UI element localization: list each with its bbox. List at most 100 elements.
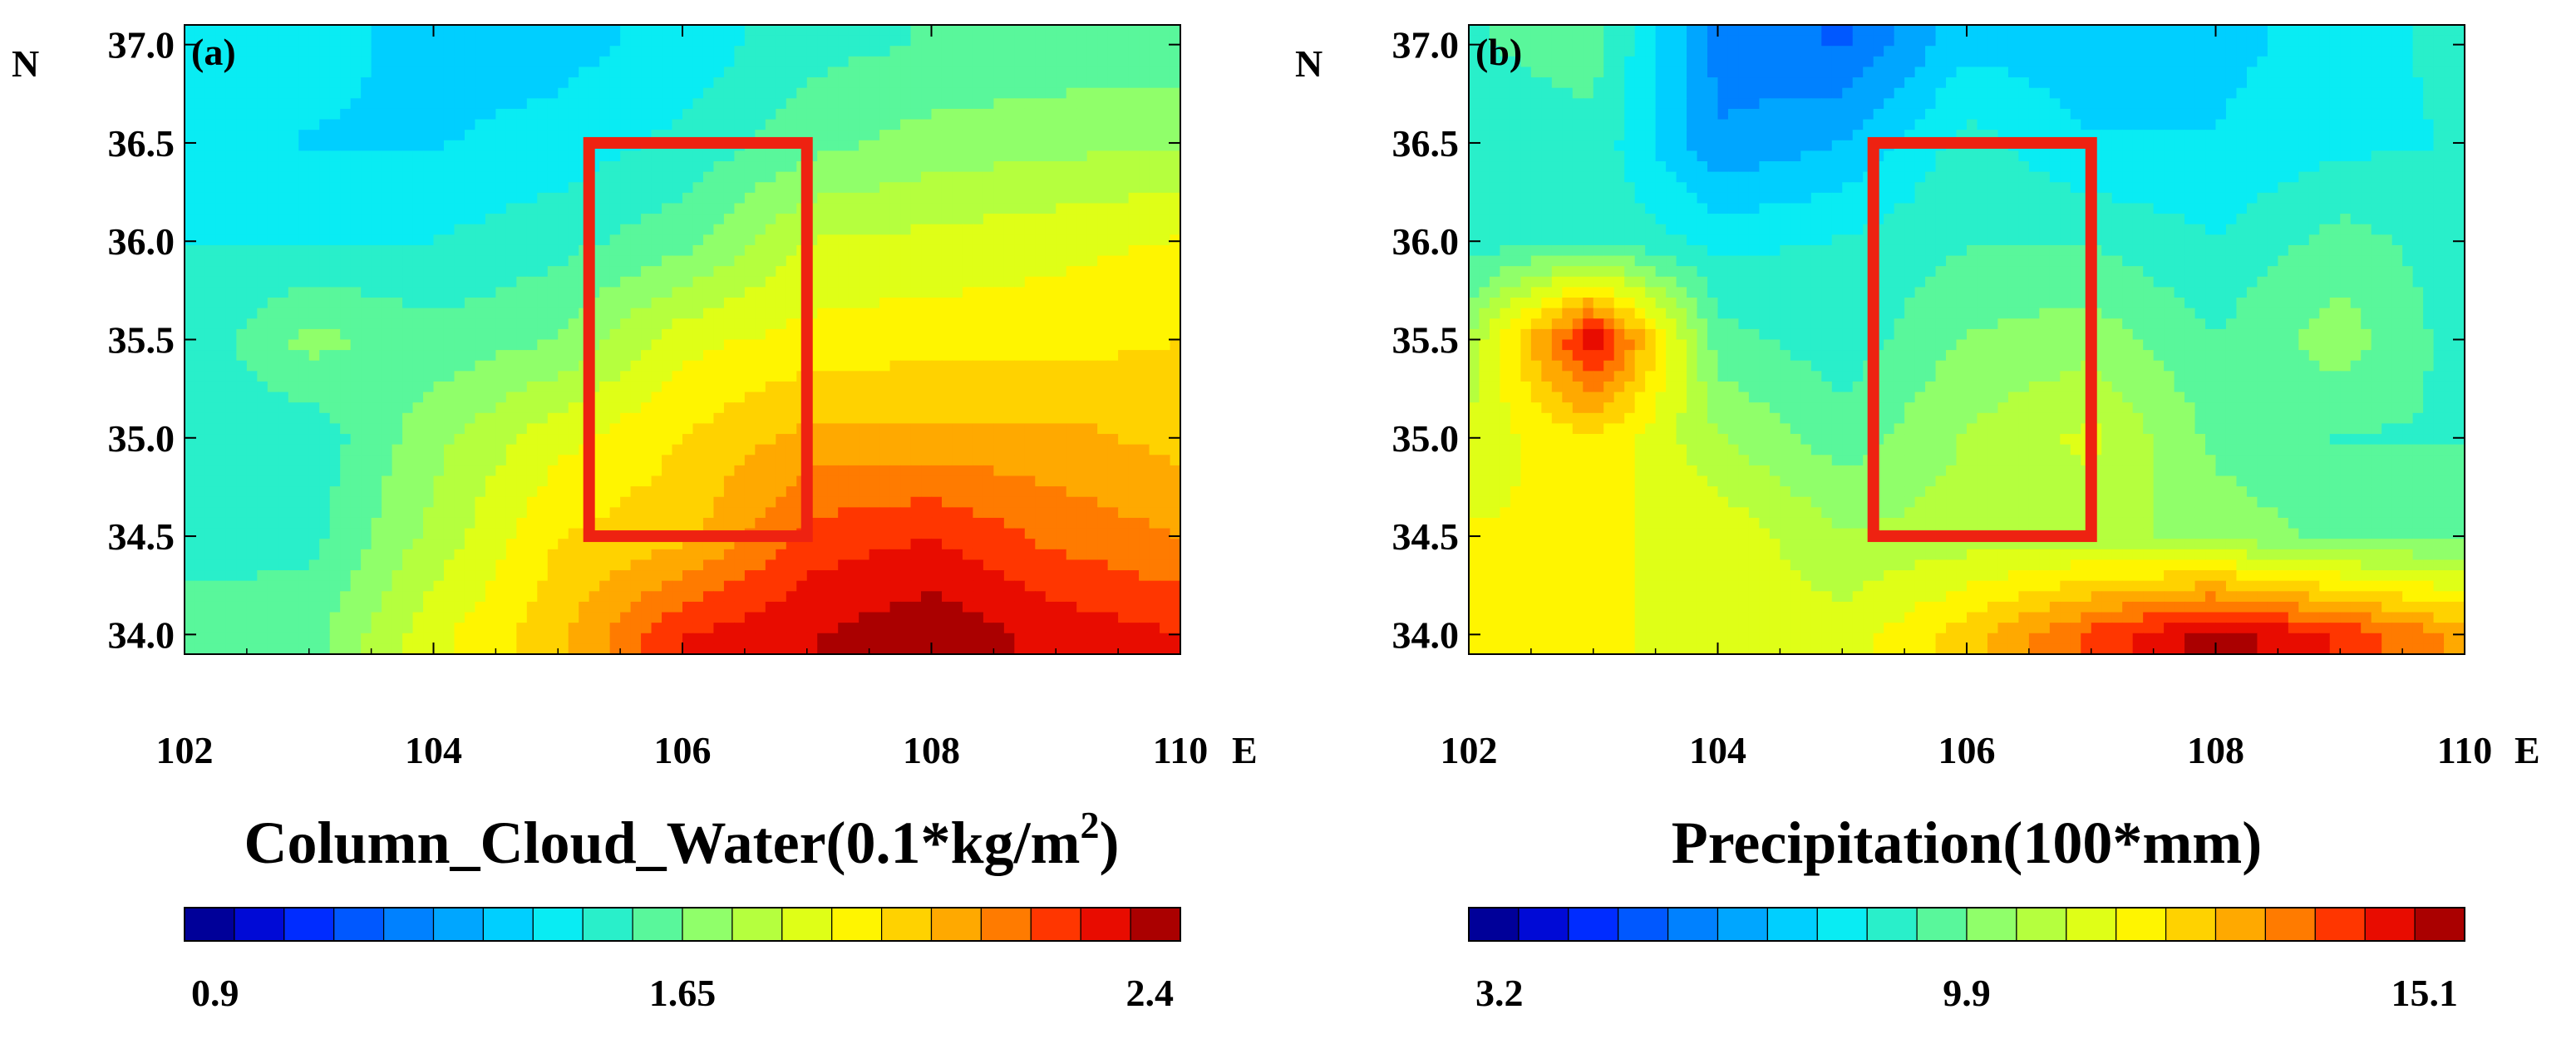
field-cell <box>288 66 299 78</box>
field-cell <box>1024 35 1036 47</box>
field-cell <box>962 276 974 288</box>
field-cell <box>225 255 237 267</box>
field-cell <box>1170 412 1181 425</box>
field-cell <box>921 328 933 341</box>
field-cell <box>1107 171 1119 183</box>
field-cell <box>702 517 715 529</box>
field-cell <box>630 298 642 309</box>
field-cell <box>547 350 559 362</box>
field-cell <box>516 444 528 455</box>
field-cell <box>1045 360 1057 372</box>
field-cell <box>537 559 549 571</box>
field-cell <box>827 56 839 68</box>
field-cell <box>1128 150 1140 162</box>
field-cell <box>1097 412 1109 425</box>
field-cell <box>185 140 196 151</box>
field-cell <box>340 287 352 298</box>
field-cell <box>702 381 715 393</box>
field-cell <box>1045 171 1057 183</box>
field-cell <box>392 171 403 183</box>
field-cell <box>1024 224 1036 235</box>
field-cell <box>204 391 217 403</box>
field-cell <box>889 46 901 57</box>
field-cell <box>298 234 310 246</box>
field-cell <box>443 308 456 319</box>
field-cell <box>537 224 549 235</box>
field-cell <box>308 486 320 498</box>
field-cell <box>382 130 393 141</box>
field-cell <box>185 402 196 414</box>
field-cell <box>817 507 829 519</box>
field-cell <box>257 381 268 393</box>
field-cell <box>973 559 984 571</box>
field-cell <box>340 130 352 141</box>
field-cell <box>329 234 341 246</box>
field-cell <box>236 224 248 235</box>
field-cell <box>1160 224 1171 235</box>
field-cell <box>662 287 673 298</box>
field-cell <box>225 559 237 571</box>
field-cell <box>1107 455 1119 466</box>
field-cell <box>568 371 579 382</box>
field-cell <box>1139 318 1150 330</box>
field-cell <box>651 412 662 425</box>
field-cell <box>921 244 933 257</box>
field-cell <box>308 130 320 141</box>
field-cell <box>412 308 424 319</box>
field-cell <box>973 455 984 466</box>
field-cell <box>464 46 476 57</box>
field-cell <box>361 25 372 37</box>
field-cell <box>547 224 559 235</box>
field-cell <box>1035 465 1047 477</box>
field-cell <box>672 381 683 393</box>
field-cell <box>225 276 237 288</box>
field-cell <box>755 192 766 204</box>
field-cell <box>1056 203 1067 214</box>
field-cell <box>848 130 859 141</box>
field-cell <box>340 46 352 57</box>
field-cell <box>495 77 507 89</box>
field-cell <box>848 266 859 278</box>
field-cell <box>278 150 289 162</box>
field-cell <box>692 150 704 162</box>
field-cell <box>1003 528 1015 539</box>
field-cell <box>1056 507 1067 519</box>
field-cell <box>361 56 372 68</box>
field-cell <box>786 298 797 309</box>
field-cell <box>723 434 735 446</box>
field-cell <box>475 308 486 319</box>
field-cell <box>859 130 870 141</box>
field-cell <box>267 318 278 330</box>
field-cell <box>1170 350 1181 362</box>
field-cell <box>879 318 891 330</box>
field-cell <box>734 161 746 173</box>
field-cell <box>599 298 611 309</box>
field-cell <box>1118 318 1130 330</box>
field-cell <box>485 140 496 151</box>
field-cell <box>713 486 725 498</box>
field-cell <box>516 35 528 47</box>
field-cell <box>1149 371 1160 382</box>
field-cell <box>568 559 579 571</box>
field-cell <box>910 507 922 519</box>
field-cell <box>1056 528 1067 539</box>
field-cell <box>1035 423 1047 435</box>
field-cell <box>319 182 331 194</box>
field-cell <box>1024 412 1036 425</box>
field-cell <box>558 192 569 204</box>
field-cell <box>910 46 922 57</box>
field-cell <box>962 108 974 121</box>
field-cell <box>558 486 569 498</box>
field-cell <box>568 412 579 425</box>
field-cell <box>340 35 352 47</box>
field-cell <box>723 203 735 214</box>
field-cell <box>734 192 746 204</box>
field-cell <box>340 350 352 362</box>
field-cell <box>1035 35 1047 47</box>
field-cell <box>204 350 217 362</box>
field-cell <box>952 360 963 372</box>
field-cell <box>702 465 715 477</box>
field-cell <box>662 203 673 214</box>
field-cell <box>412 46 424 57</box>
field-cell <box>641 549 653 561</box>
